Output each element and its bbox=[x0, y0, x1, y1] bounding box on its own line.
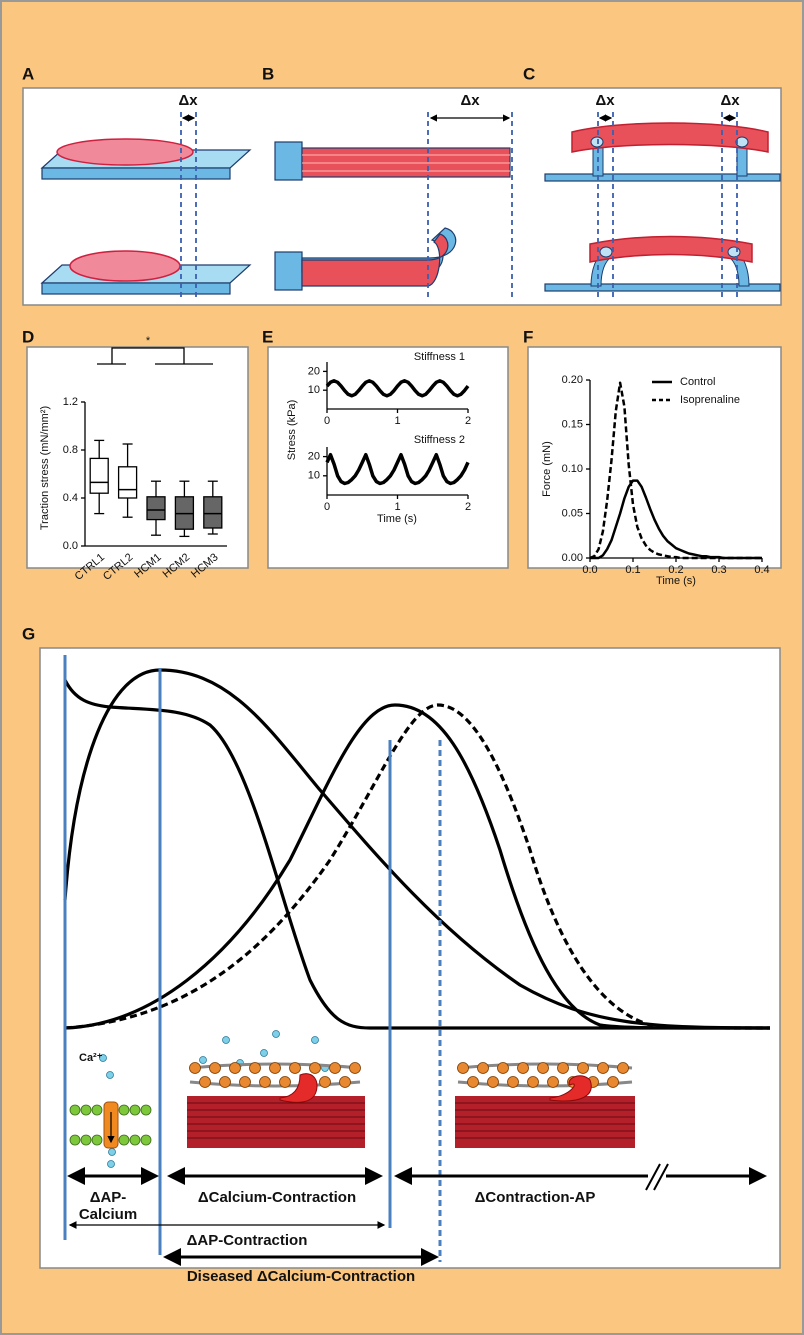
y-tick-label: 20 bbox=[308, 365, 320, 377]
line bbox=[325, 452, 470, 486]
x-tick-label: 0.3 bbox=[711, 564, 726, 576]
box bbox=[203, 496, 223, 529]
line bbox=[589, 381, 762, 560]
interval-label: ΔContraction-AP bbox=[475, 1189, 596, 1206]
delta-label: Δx bbox=[595, 92, 615, 109]
panel-c-drawing bbox=[544, 112, 781, 298]
panel-label: A bbox=[22, 64, 34, 83]
box bbox=[117, 466, 138, 499]
panel-label: B bbox=[262, 64, 274, 83]
interval-label: Calcium bbox=[79, 1206, 137, 1223]
ion-label: Ca²⁺ bbox=[79, 1052, 103, 1064]
delta-label: Δx bbox=[460, 92, 480, 109]
legend-label: Control bbox=[680, 376, 715, 388]
interval-label: Diseased ΔCalcium-Contraction bbox=[187, 1268, 415, 1285]
box bbox=[89, 457, 109, 494]
significance-bracket bbox=[97, 347, 213, 365]
y-tick-label: 20 bbox=[308, 451, 320, 463]
interval-arrows bbox=[67, 1163, 767, 1266]
y-tick-label: 0.0 bbox=[63, 540, 78, 552]
y-tick-label: 0.15 bbox=[562, 418, 583, 430]
legend-label: Isoprenaline bbox=[680, 394, 740, 406]
y-tick-label: 0.00 bbox=[562, 552, 583, 564]
interval-label: ΔAP-Contraction bbox=[187, 1232, 308, 1249]
delta-label: Δx bbox=[178, 92, 198, 109]
line bbox=[325, 379, 470, 398]
x-tick-label: 2 bbox=[465, 501, 471, 513]
panel-box bbox=[26, 346, 249, 569]
y-axis-label: Traction stress (mN/mm²) bbox=[39, 406, 51, 530]
x-axis-label: Time (s) bbox=[656, 575, 696, 587]
delta-label: Δx bbox=[720, 92, 740, 109]
annotation: * bbox=[146, 335, 151, 347]
panel-label: E bbox=[262, 327, 273, 346]
interval-label: ΔAP- bbox=[90, 1189, 127, 1206]
y-tick-label: 0.05 bbox=[562, 507, 583, 519]
x-tick-label: 0 bbox=[324, 501, 330, 513]
panel-label: G bbox=[22, 624, 35, 643]
y-axis-label: Stress (kPa) bbox=[286, 400, 298, 461]
x-tick-label: 1 bbox=[394, 415, 400, 427]
x-tick-label: 0.0 bbox=[582, 564, 597, 576]
x-tick-label: 1 bbox=[394, 501, 400, 513]
annotation: Stiffness 1 bbox=[414, 351, 465, 363]
y-tick-label: 10 bbox=[308, 384, 320, 396]
x-axis-label: Time (s) bbox=[377, 513, 417, 525]
panel-box bbox=[267, 346, 509, 569]
y-tick-label: 1.2 bbox=[63, 396, 78, 408]
panel-box bbox=[39, 647, 781, 1269]
y-tick-label: 0.4 bbox=[63, 492, 78, 504]
y-tick-label: 0.10 bbox=[562, 463, 583, 475]
panel-label: D bbox=[22, 327, 34, 346]
panel-label: F bbox=[523, 327, 533, 346]
y-axis-label: Force (mN) bbox=[541, 441, 553, 497]
panel-box bbox=[527, 346, 782, 569]
interval-label: ΔCalcium-Contraction bbox=[198, 1189, 356, 1206]
panel-b-drawing bbox=[274, 112, 513, 298]
x-tick-label: 2 bbox=[465, 415, 471, 427]
molecular-illustration bbox=[69, 1030, 635, 1168]
box bbox=[146, 496, 166, 521]
x-tick-label: 0.2 bbox=[668, 564, 683, 576]
y-tick-label: 0.20 bbox=[562, 374, 583, 386]
x-tick-label: 0.1 bbox=[625, 564, 640, 576]
panel-label: C bbox=[523, 64, 535, 83]
x-tick-label: 0 bbox=[324, 415, 330, 427]
x-tick-label: 0.4 bbox=[754, 564, 769, 576]
annotation: Stiffness 2 bbox=[414, 434, 465, 446]
y-tick-label: 0.8 bbox=[63, 444, 78, 456]
y-tick-label: 10 bbox=[308, 470, 320, 482]
panel-a-drawing bbox=[40, 112, 252, 298]
